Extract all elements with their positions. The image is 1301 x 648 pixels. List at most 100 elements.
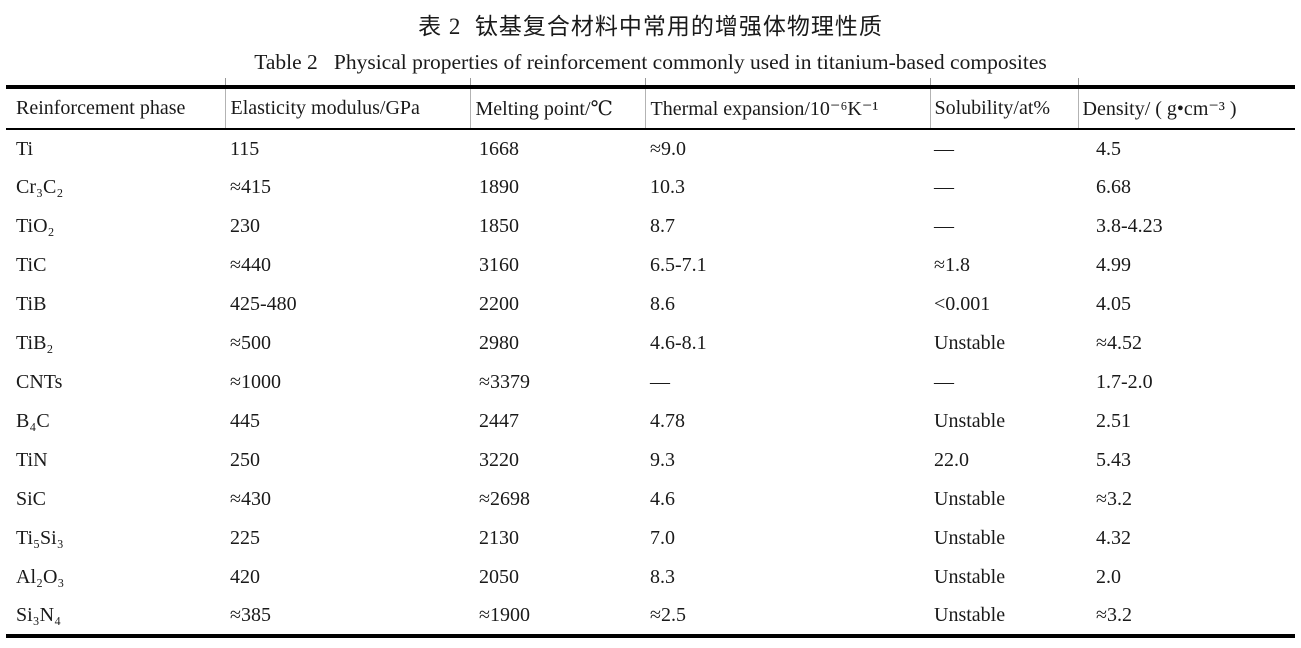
reinforcement-phase-cell: CNTs	[16, 371, 63, 393]
value-cell: ≈1.8	[934, 254, 970, 276]
value-cell: 420	[230, 566, 260, 588]
value-cell: ≈9.0	[650, 137, 686, 160]
value-cell: 2.0	[1096, 566, 1121, 588]
table-caption-chinese: 表 2 钛基复合材料中常用的增强体物理性质	[418, 14, 883, 39]
reinforcement-phase-cell: SiC	[16, 488, 47, 510]
value-cell: 4.6	[650, 488, 675, 510]
reinforcement-phase-cell: Ti₅Si₃	[16, 527, 64, 549]
value-cell: 1.7-2.0	[1096, 371, 1153, 393]
value-cell: 5.43	[1096, 449, 1131, 471]
value-cell: 225	[230, 527, 260, 549]
table-row: TiN 250 3220 9.3 22.0 5.43	[6, 441, 1295, 480]
value-cell: ≈1000	[230, 371, 281, 393]
value-cell: Unstable	[934, 604, 1006, 626]
value-cell: 9.3	[650, 449, 675, 471]
value-cell: 1890	[479, 176, 519, 198]
value-cell: 4.05	[1096, 293, 1131, 315]
value-cell: 3160	[479, 254, 519, 276]
value-cell: ≈500	[230, 332, 271, 354]
value-cell: Unstable	[934, 410, 1006, 432]
value-cell: 4.6-8.1	[650, 332, 707, 354]
value-cell: —	[934, 137, 954, 160]
value-cell: 250	[230, 449, 260, 471]
value-cell: ≈3.2	[1096, 488, 1132, 510]
table-row: B₄C 445 2447 4.78 Unstable 2.51	[6, 402, 1295, 441]
value-cell: 1850	[479, 215, 519, 237]
value-cell: 2200	[479, 293, 519, 315]
table-body: Ti 115 1668 ≈9.0 — 4.5 Cr₃C₂ ≈415 1890 10.3 — 6.68 T…	[6, 129, 1295, 636]
value-cell: —	[934, 371, 954, 393]
reinforcement-phase-cell: TiC	[16, 254, 47, 276]
reinforcement-properties-table: Reinforcement phase Elasticity modulus/GP…	[6, 85, 1295, 638]
reinforcement-phase-cell: TiN	[16, 449, 48, 471]
reinforcement-phase-cell: Ti	[16, 137, 34, 160]
column-header: Solubility/at%	[929, 87, 1078, 129]
value-cell: Unstable	[934, 566, 1006, 588]
value-cell: 8.7	[650, 215, 675, 237]
scan-artifact-tick	[225, 78, 226, 85]
value-cell: 3.8-4.23	[1096, 215, 1163, 237]
value-cell: Unstable	[934, 488, 1006, 510]
value-cell: 6.68	[1096, 176, 1131, 198]
column-header: Elasticity modulus/GPa	[224, 87, 470, 129]
value-cell: ≈3.2	[1096, 604, 1132, 626]
value-cell: 2130	[479, 527, 519, 549]
table-row: Al₂O₃ 420 2050 8.3 Unstable 2.0	[6, 558, 1295, 597]
reinforcement-phase-cell: Si₃N₄	[16, 604, 62, 626]
value-cell: 8.3	[650, 566, 675, 588]
scan-artifact-tick	[930, 78, 931, 85]
value-cell: 445	[230, 410, 260, 432]
value-cell: ≈385	[230, 604, 271, 626]
value-cell: 115	[230, 137, 260, 160]
table-row: TiB 425-480 2200 8.6 <0.001 4.05	[6, 285, 1295, 324]
value-cell: 3220	[479, 449, 519, 471]
column-header: Thermal expansion/10⁻⁶K⁻¹	[644, 87, 930, 129]
value-cell: 4.99	[1096, 254, 1131, 276]
reinforcement-phase-cell: TiO₂	[16, 215, 55, 237]
value-cell: 22.0	[934, 449, 969, 471]
header-row: Reinforcement phase Elasticity modulus/GP…	[6, 87, 1295, 129]
value-cell: 2447	[479, 410, 519, 432]
value-cell: —	[650, 371, 670, 393]
scan-artifact-tick	[470, 78, 471, 85]
value-cell: 2050	[479, 566, 519, 588]
table-row: TiB₂ ≈500 2980 4.6-8.1 Unstable ≈4.52	[6, 324, 1295, 363]
value-cell: 4.78	[650, 410, 685, 432]
value-cell: 7.0	[650, 527, 675, 549]
value-cell: ≈440	[230, 254, 271, 276]
value-cell: ≈1900	[479, 604, 530, 626]
reinforcement-phase-cell: TiB	[16, 293, 47, 315]
column-header: Melting point/℃	[469, 87, 645, 129]
value-cell: ≈2.5	[650, 604, 686, 626]
value-cell: Unstable	[934, 527, 1006, 549]
reinforcement-phase-cell: B₄C	[16, 410, 50, 432]
table-row: Cr₃C₂ ≈415 1890 10.3 — 6.68	[6, 168, 1295, 207]
value-cell: ≈3379	[479, 371, 530, 393]
table-row: Ti₅Si₃ 225 2130 7.0 Unstable 4.32	[6, 519, 1295, 558]
reinforcement-phase-cell: TiB₂	[16, 332, 54, 354]
scan-artifact-tick	[1078, 78, 1079, 85]
value-cell: 2.51	[1096, 410, 1131, 432]
value-cell: ≈430	[230, 488, 271, 510]
value-cell: 2980	[479, 332, 519, 354]
value-cell: ≈2698	[479, 488, 530, 510]
value-cell: 425-480	[230, 293, 297, 315]
table-row: CNTs ≈1000 ≈3379 — — 1.7-2.0	[6, 363, 1295, 402]
table-row: Ti 115 1668 ≈9.0 — 4.5	[6, 129, 1295, 168]
properties-table-wrap: Reinforcement phase Elasticity modulus/GP…	[6, 78, 1295, 638]
value-cell: ≈4.52	[1096, 332, 1142, 354]
column-header: Density/ ( g•cm⁻³ )	[1077, 87, 1295, 129]
table-row: Si₃N₄ ≈385 ≈1900 ≈2.5 Unstable ≈3.2	[6, 597, 1295, 636]
value-cell: 1668	[479, 137, 519, 160]
scan-artifact-tick	[645, 78, 646, 85]
reinforcement-phase-cell: Al₂O₃	[16, 566, 65, 588]
table-row: TiC ≈440 3160 6.5-7.1 ≈1.8 4.99	[6, 246, 1295, 285]
value-cell: ≈415	[230, 176, 271, 198]
value-cell: —	[934, 215, 954, 237]
table-caption-english: Table 2 Physical properties of reinforce…	[254, 50, 1047, 74]
value-cell: Unstable	[934, 332, 1006, 354]
value-cell: 230	[230, 215, 260, 237]
value-cell: <0.001	[934, 293, 991, 315]
value-cell: 4.5	[1096, 137, 1121, 160]
value-cell: 6.5-7.1	[650, 254, 707, 276]
